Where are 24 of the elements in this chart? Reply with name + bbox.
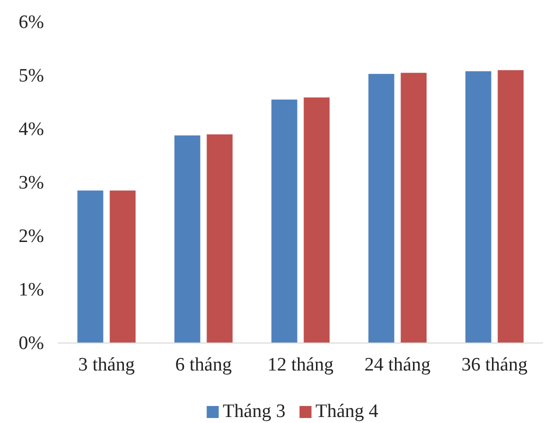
- x-tick-label: 36 tháng: [462, 354, 528, 376]
- y-tick-label: 1%: [18, 280, 44, 301]
- y-tick-label: 2%: [18, 226, 44, 248]
- y-tick-label: 5%: [18, 66, 44, 87]
- y-tick-label: 3%: [18, 172, 44, 194]
- bar: [271, 100, 298, 343]
- legend-label: Tháng 4: [316, 401, 379, 422]
- y-tick-label: 0%: [18, 333, 44, 354]
- bar: [206, 134, 233, 343]
- bar: [304, 97, 330, 343]
- y-tick-label: 6%: [18, 12, 44, 34]
- x-tick-label: 3 tháng: [78, 354, 136, 376]
- x-tick-label: 6 tháng: [175, 354, 232, 376]
- legend-label: Tháng 3: [222, 401, 286, 422]
- bar: [77, 190, 104, 343]
- bar: [110, 190, 136, 343]
- x-tick-label: 12 tháng: [268, 354, 334, 376]
- bar: [174, 135, 200, 343]
- x-tick-label: 24 tháng: [364, 354, 431, 376]
- bar: [400, 72, 427, 343]
- bar: [368, 74, 394, 343]
- y-tick-label: 4%: [18, 119, 44, 140]
- bar: [498, 70, 524, 343]
- bar: [465, 71, 492, 343]
